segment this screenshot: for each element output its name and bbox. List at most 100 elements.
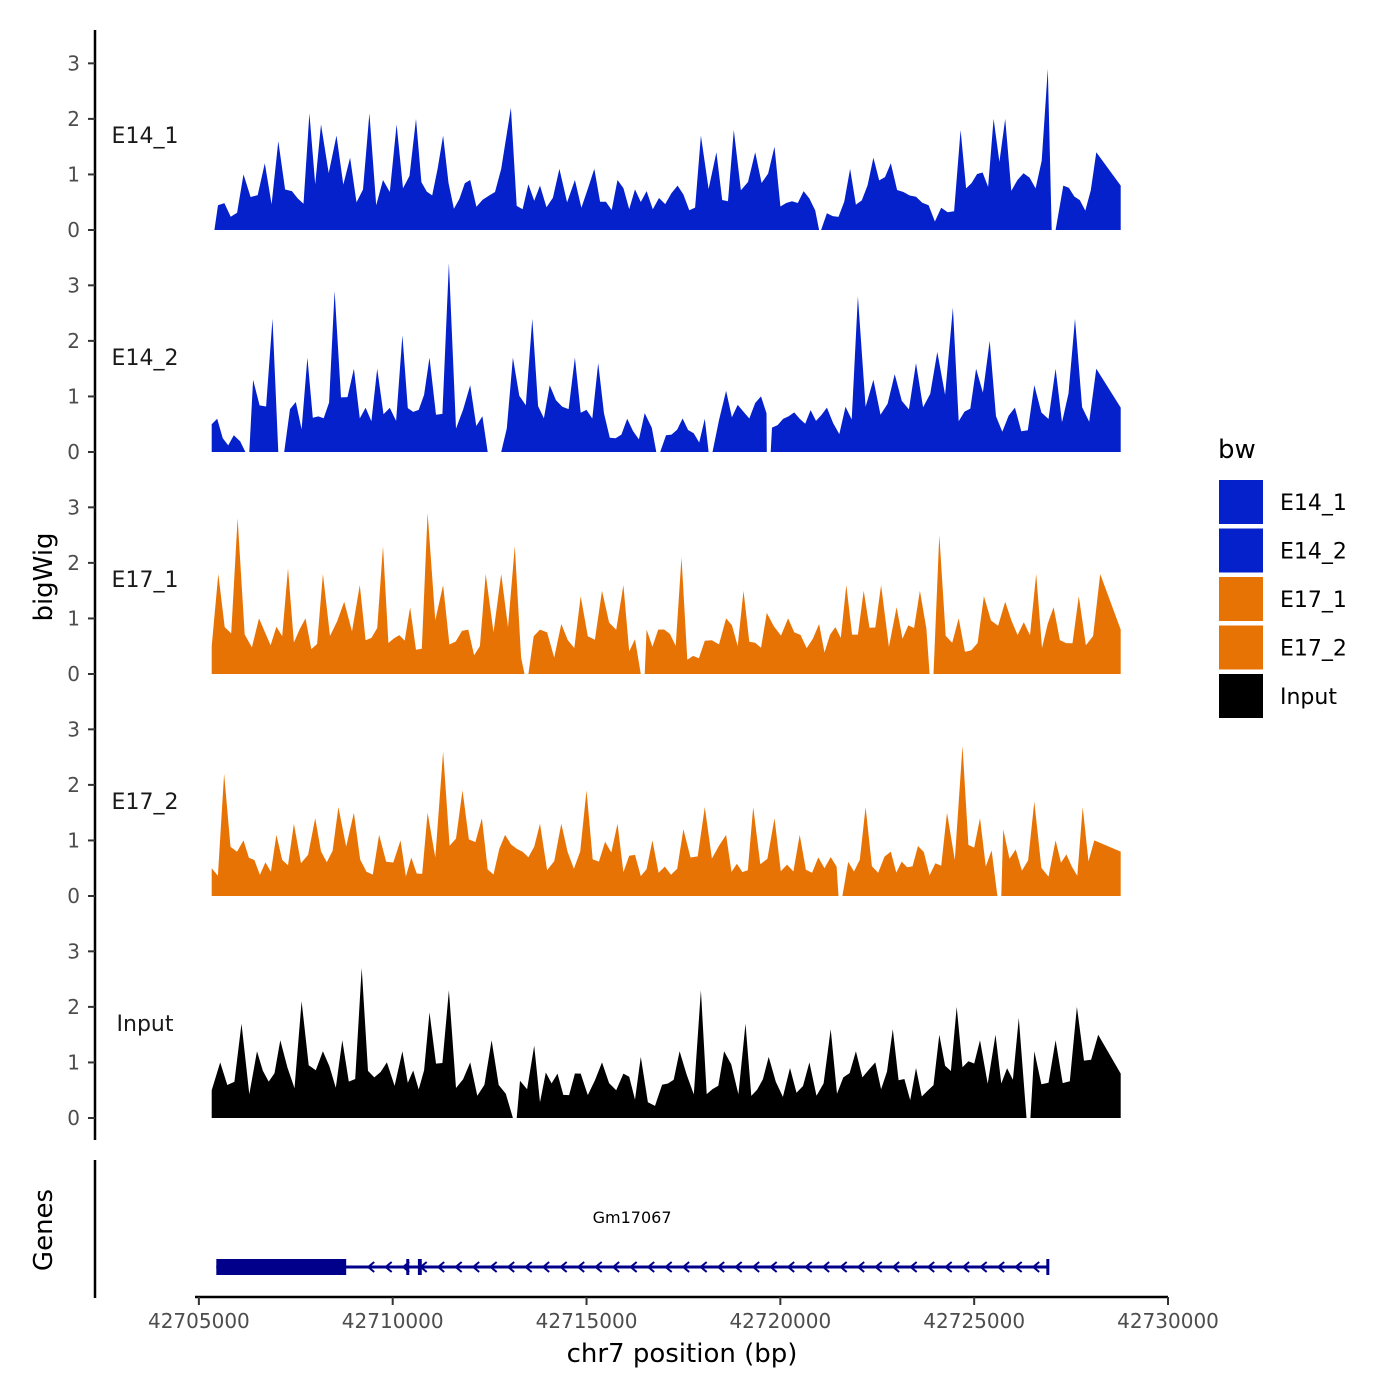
y-tick-label: 2 <box>67 995 80 1019</box>
y-tick-label: 2 <box>67 773 80 797</box>
coverage-area-input <box>211 968 1121 1118</box>
strand-arrow <box>979 1261 988 1273</box>
strand-arrow <box>944 1261 953 1273</box>
gene-thick-exon <box>216 1259 347 1275</box>
legend: bw E14_1 E14_2 E17_1 E17_2 Input <box>1218 435 1347 718</box>
legend-label-e17_1: E17_1 <box>1280 588 1347 613</box>
legend-label-input: Input <box>1280 685 1337 710</box>
strand-arrow <box>401 1261 410 1273</box>
track-panel-input: 0 1 2 3 Input <box>67 918 1121 1140</box>
y-tick-label: 1 <box>67 828 80 852</box>
strand-arrow <box>559 1261 568 1273</box>
strand-arrow <box>1031 1261 1040 1273</box>
gene-exon <box>406 1259 410 1275</box>
strand-arrow <box>821 1261 830 1273</box>
legend-title: bw <box>1218 435 1256 465</box>
strand-arrow <box>524 1261 533 1273</box>
strand-arrow <box>611 1261 620 1273</box>
strand-arrow <box>961 1261 970 1273</box>
legend-swatch-e17_1 <box>1219 577 1263 621</box>
track-label-input: Input <box>117 1012 174 1037</box>
legend-label-e14_2: E14_2 <box>1280 540 1347 565</box>
strand-arrow <box>751 1261 760 1273</box>
y-tick-label: 1 <box>67 1050 80 1074</box>
track-label-e14_2: E14_2 <box>112 346 179 371</box>
y-axis-title: bigWig <box>29 532 59 621</box>
strand-arrow <box>681 1261 690 1273</box>
gene-gm17067: Gm17067 <box>216 1208 1050 1275</box>
y-tick-label: 3 <box>67 51 80 75</box>
strand-arrow <box>1014 1261 1023 1273</box>
strand-arrow <box>699 1261 708 1273</box>
strand-arrow <box>436 1261 445 1273</box>
strand-arrow <box>594 1261 603 1273</box>
legend-swatch-e14_2 <box>1219 528 1263 573</box>
y-tick-label: 1 <box>67 606 80 630</box>
strand-arrow <box>384 1261 393 1273</box>
gene-label: Gm17067 <box>593 1208 672 1227</box>
strand-arrow <box>664 1261 673 1273</box>
y-tick-label: 1 <box>67 162 80 186</box>
y-tick-label: 3 <box>67 273 80 297</box>
legend-label-e17_2: E17_2 <box>1280 637 1347 662</box>
legend-swatch-e17_2 <box>1219 625 1263 670</box>
strand-arrow <box>716 1261 725 1273</box>
y-tick-label: 0 <box>67 884 80 908</box>
strand-arrow <box>769 1261 778 1273</box>
track-panel-e14_2: 0 1 2 3 E14_2 <box>67 252 1121 474</box>
genes-panel: Gm17067 <box>93 1160 1050 1298</box>
x-axis-title: chr7 position (bp) <box>567 1339 798 1369</box>
y-tick-label: 0 <box>67 1106 80 1130</box>
strand-arrow <box>489 1261 498 1273</box>
y-tick-label: 2 <box>67 329 80 353</box>
legend-swatch-input <box>1219 674 1263 718</box>
strand-arrow <box>454 1261 463 1273</box>
y-tick-label: 3 <box>67 717 80 741</box>
strand-arrow <box>786 1261 795 1273</box>
x-tick-label: 42725000 <box>923 1309 1025 1333</box>
y-tick-label: 2 <box>67 107 80 131</box>
strand-arrow <box>996 1261 1005 1273</box>
y-tick-label: 0 <box>67 218 80 242</box>
strand-arrow <box>471 1261 480 1273</box>
coverage-area-e14_2 <box>211 263 1121 452</box>
coverage-area-e14_1 <box>204 68 1121 231</box>
track-panel-e17_1: 0 1 2 3 E17_1 <box>67 474 1121 696</box>
y-tick-label: 0 <box>67 662 80 686</box>
x-tick-label: 42720000 <box>729 1309 831 1333</box>
x-tick-label: 42710000 <box>342 1309 444 1333</box>
x-tick-label: 42730000 <box>1117 1309 1219 1333</box>
y-tick-label: 2 <box>67 551 80 575</box>
strand-arrow <box>419 1261 428 1273</box>
coverage-area-e17_2 <box>211 746 1121 896</box>
strand-arrow <box>874 1261 883 1273</box>
track-panel-e17_2: 0 1 2 3 E17_2 <box>67 696 1121 918</box>
x-tick-label: 42705000 <box>148 1309 250 1333</box>
track-panels: 0 1 2 3 E14_1 0 1 2 3 E14_2 0 1 2 3 E17_1 0 1 2 3 E17_2 0 1 2 3… <box>67 30 1121 1140</box>
track-label-e14_1: E14_1 <box>112 124 179 149</box>
strand-arrow <box>926 1261 935 1273</box>
strand-arrow <box>646 1261 655 1273</box>
track-label-e17_1: E17_1 <box>112 568 179 593</box>
y-tick-label: 3 <box>67 495 80 519</box>
y-tick-label: 1 <box>67 384 80 408</box>
y-tick-label: 0 <box>67 440 80 464</box>
strand-arrow <box>856 1261 865 1273</box>
genes-axis-title: Genes <box>29 1189 59 1271</box>
strand-arrow <box>734 1261 743 1273</box>
strand-arrow <box>839 1261 848 1273</box>
strand-arrow <box>629 1261 638 1273</box>
strand-arrow <box>541 1261 550 1273</box>
strand-arrow <box>891 1261 900 1273</box>
coverage-area-e17_1 <box>211 512 1121 674</box>
legend-swatch-e14_1 <box>1219 480 1263 524</box>
track-panel-e14_1: 0 1 2 3 E14_1 <box>67 30 1121 252</box>
y-tick-label: 3 <box>67 939 80 963</box>
track-label-e17_2: E17_2 <box>112 790 179 815</box>
strand-arrow <box>366 1261 375 1273</box>
x-tick-label: 42715000 <box>536 1309 638 1333</box>
x-axis: 42705000 42710000 42715000 42720000 42725000… <box>148 1295 1219 1333</box>
strand-arrow <box>576 1261 585 1273</box>
strand-arrow <box>506 1261 515 1273</box>
